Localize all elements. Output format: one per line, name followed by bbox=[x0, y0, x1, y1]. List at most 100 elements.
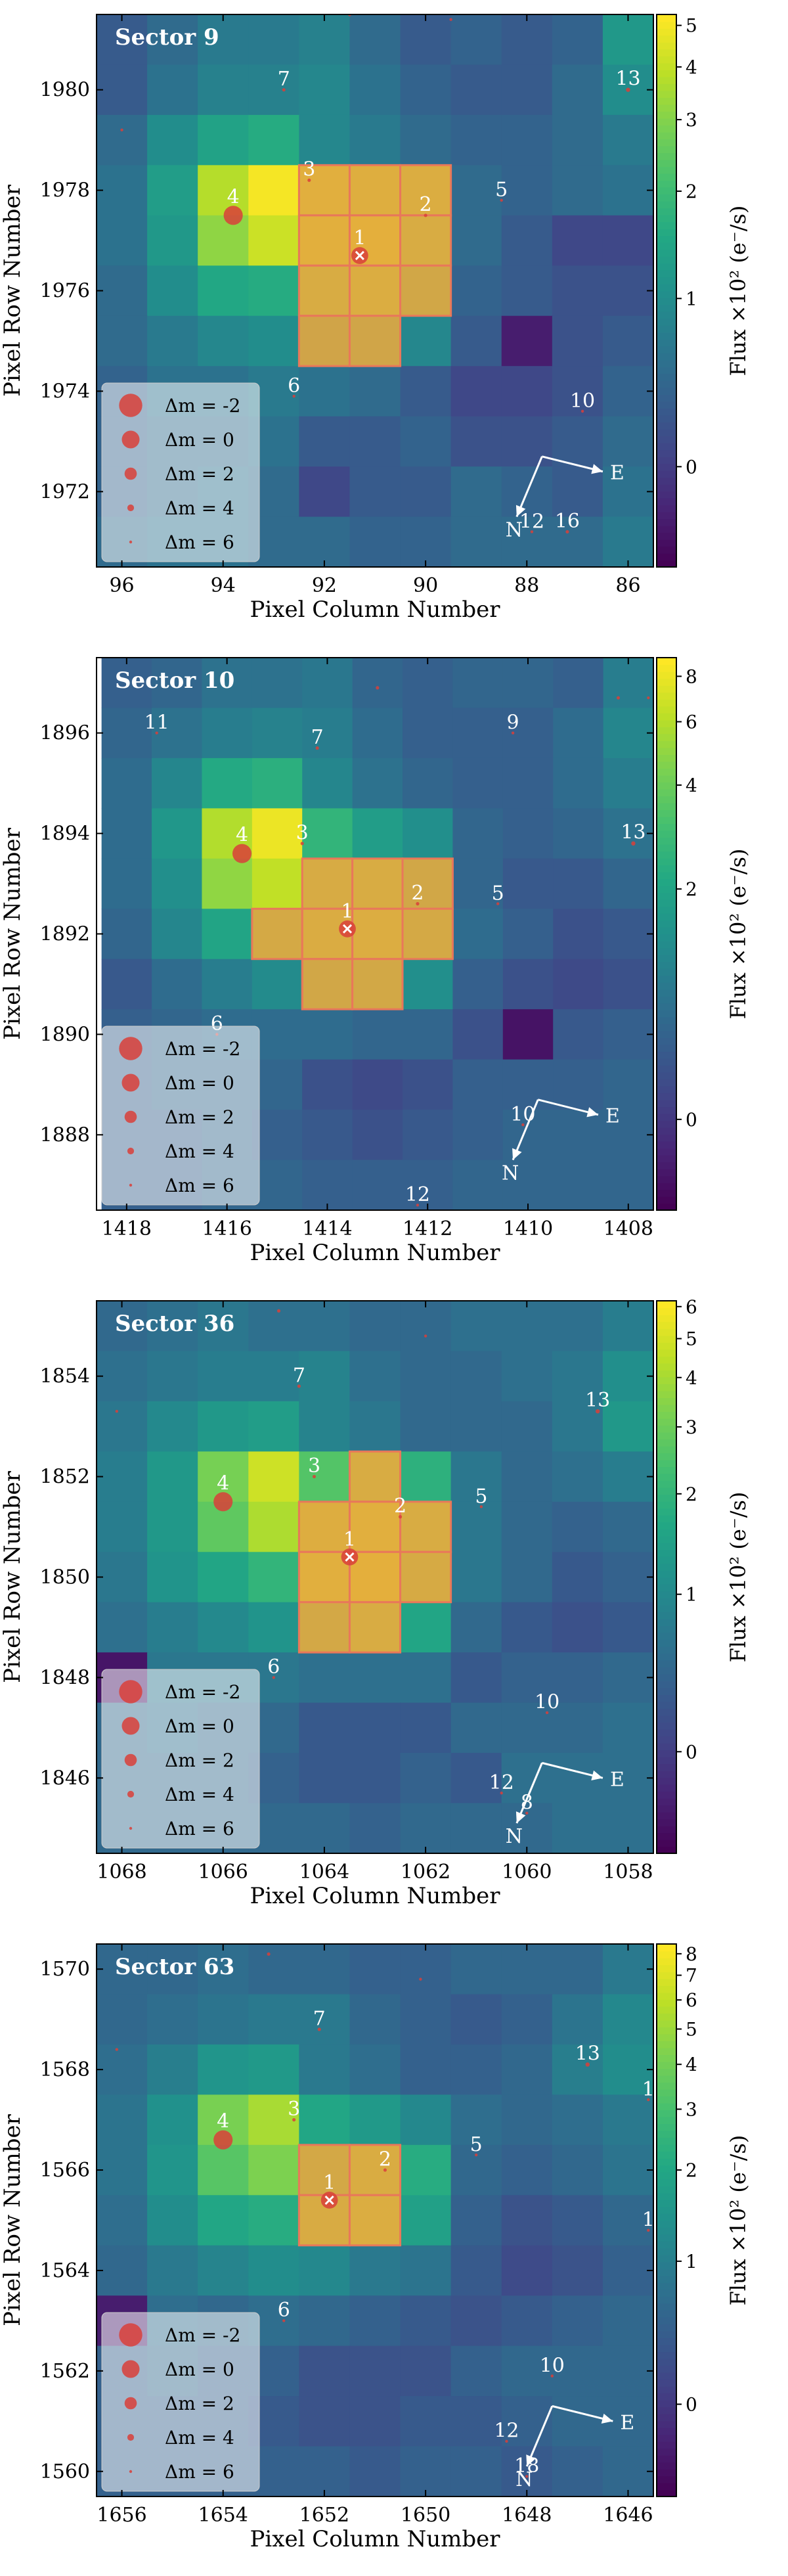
legend-marker bbox=[121, 2360, 140, 2378]
heatmap-cell bbox=[450, 2144, 502, 2196]
colorbar-segment bbox=[657, 1411, 676, 1419]
heatmap-cell bbox=[502, 808, 554, 859]
colorbar-segment bbox=[657, 235, 676, 243]
x-tick-label: 1410 bbox=[503, 1217, 553, 1240]
star-marker bbox=[315, 746, 319, 750]
colorbar-segment bbox=[657, 1736, 676, 1744]
colorbar-segment bbox=[657, 2234, 676, 2242]
colorbar-tick-label: 0 bbox=[686, 2394, 697, 2416]
colorbar-frame bbox=[656, 657, 677, 1211]
aperture-pixel bbox=[399, 264, 452, 317]
colorbar-segment bbox=[657, 470, 676, 478]
heatmap-cell bbox=[403, 1110, 454, 1161]
heatmap-cell bbox=[248, 1602, 299, 1653]
compass-east-label: E bbox=[605, 1105, 620, 1128]
heatmap-cell bbox=[248, 64, 299, 116]
colorbar-segment bbox=[657, 539, 676, 547]
heatmap-cell bbox=[602, 114, 653, 166]
heatmap-cell bbox=[198, 14, 249, 66]
star-marker bbox=[416, 902, 420, 906]
star-marker bbox=[398, 1515, 403, 1519]
heatmap-cell bbox=[501, 1552, 553, 1603]
aperture-pixel bbox=[399, 1501, 452, 1553]
heatmap-cell bbox=[552, 265, 603, 317]
colorbar-segment bbox=[657, 1349, 676, 1357]
compass-east-arrow-head bbox=[591, 1770, 603, 1781]
heatmap-cell bbox=[147, 114, 198, 166]
heatmap-cell bbox=[252, 1059, 303, 1110]
heatmap-cell bbox=[349, 1652, 401, 1704]
colorbar-segment bbox=[657, 14, 676, 22]
heatmap-cell bbox=[450, 1602, 502, 1653]
heatmap-cell bbox=[352, 708, 403, 759]
heatmap-cell bbox=[97, 1301, 148, 1352]
star-marker bbox=[297, 1384, 301, 1388]
heatmap-cell bbox=[501, 516, 553, 567]
x-tick-label: 88 bbox=[514, 574, 539, 597]
colorbar-segment bbox=[657, 187, 676, 195]
star-marker bbox=[424, 214, 427, 217]
heatmap-cell bbox=[147, 2094, 198, 2146]
star-label: 16 bbox=[555, 510, 580, 533]
heatmap-cell bbox=[502, 959, 554, 1010]
heatmap-cell bbox=[299, 64, 351, 116]
heatmap-cell bbox=[552, 466, 603, 518]
colorbar-segment bbox=[657, 2151, 676, 2159]
colorbar-segment bbox=[657, 2192, 676, 2200]
star-marker bbox=[232, 844, 252, 863]
heatmap-cell bbox=[299, 1301, 351, 1352]
colorbar-segment bbox=[657, 139, 676, 147]
heatmap-cell bbox=[603, 1160, 653, 1210]
colorbar-segment bbox=[657, 21, 676, 29]
heatmap-cell bbox=[349, 366, 401, 417]
colorbar-segment bbox=[657, 456, 676, 464]
star-marker bbox=[565, 530, 569, 534]
legend-marker bbox=[129, 540, 133, 544]
colorbar-segment bbox=[657, 2310, 676, 2318]
heatmap-cell bbox=[198, 2144, 249, 2196]
heatmap-cell bbox=[198, 64, 249, 116]
heatmap-cell bbox=[97, 215, 148, 266]
x-tick-label: 1416 bbox=[202, 1217, 252, 1240]
x-tick-label: 1652 bbox=[299, 2504, 349, 2527]
aperture-pixel bbox=[348, 2194, 402, 2247]
x-tick-label: 1060 bbox=[502, 1861, 552, 1884]
heatmap-cell bbox=[603, 909, 653, 960]
legend-marker bbox=[129, 1826, 133, 1830]
colorbar-segment bbox=[657, 173, 676, 181]
star-label: 12 bbox=[494, 2420, 519, 2443]
colorbar-segment bbox=[657, 76, 676, 84]
heatmap-cell bbox=[147, 1451, 198, 1503]
colorbar-segment bbox=[657, 2075, 676, 2083]
colorbar-segment bbox=[657, 1999, 676, 2007]
heatmap-cell bbox=[97, 64, 148, 116]
colorbar-segment bbox=[657, 658, 676, 666]
heatmap-cell bbox=[450, 165, 502, 216]
star-label: 3 bbox=[308, 1455, 320, 1478]
heatmap-cell bbox=[502, 658, 554, 709]
colorbar-segment bbox=[657, 941, 676, 949]
colorbar-segment bbox=[657, 1770, 676, 1778]
heatmap-cell bbox=[552, 366, 603, 417]
colorbar-segment bbox=[657, 2330, 676, 2339]
colorbar-segment bbox=[657, 1037, 676, 1045]
heatmap-cell bbox=[147, 64, 198, 116]
x-tick-label: 94 bbox=[211, 574, 236, 597]
x-tick-label: 90 bbox=[413, 574, 438, 597]
heatmap-cell bbox=[97, 14, 148, 66]
aperture-pixel bbox=[348, 1601, 402, 1654]
heatmap-cell bbox=[552, 165, 603, 216]
heatmap-cell bbox=[299, 114, 351, 166]
colorbar-segment bbox=[657, 1030, 676, 1038]
colorbar-segment bbox=[657, 1079, 676, 1087]
heatmap-cell bbox=[147, 2245, 198, 2296]
legend-entry-label: Δm = 6 bbox=[165, 1818, 234, 1840]
y-axis-label: Pixel Row Number bbox=[0, 827, 26, 1039]
heatmap-cell bbox=[147, 14, 198, 66]
heatmap-cell bbox=[403, 1059, 454, 1110]
colorbar-segment bbox=[657, 1487, 676, 1495]
heatmap-cell bbox=[501, 1301, 553, 1352]
y-tick-label: 1896 bbox=[40, 722, 90, 745]
colorbar-segment bbox=[657, 1722, 676, 1730]
heatmap-cell bbox=[147, 1994, 198, 2045]
